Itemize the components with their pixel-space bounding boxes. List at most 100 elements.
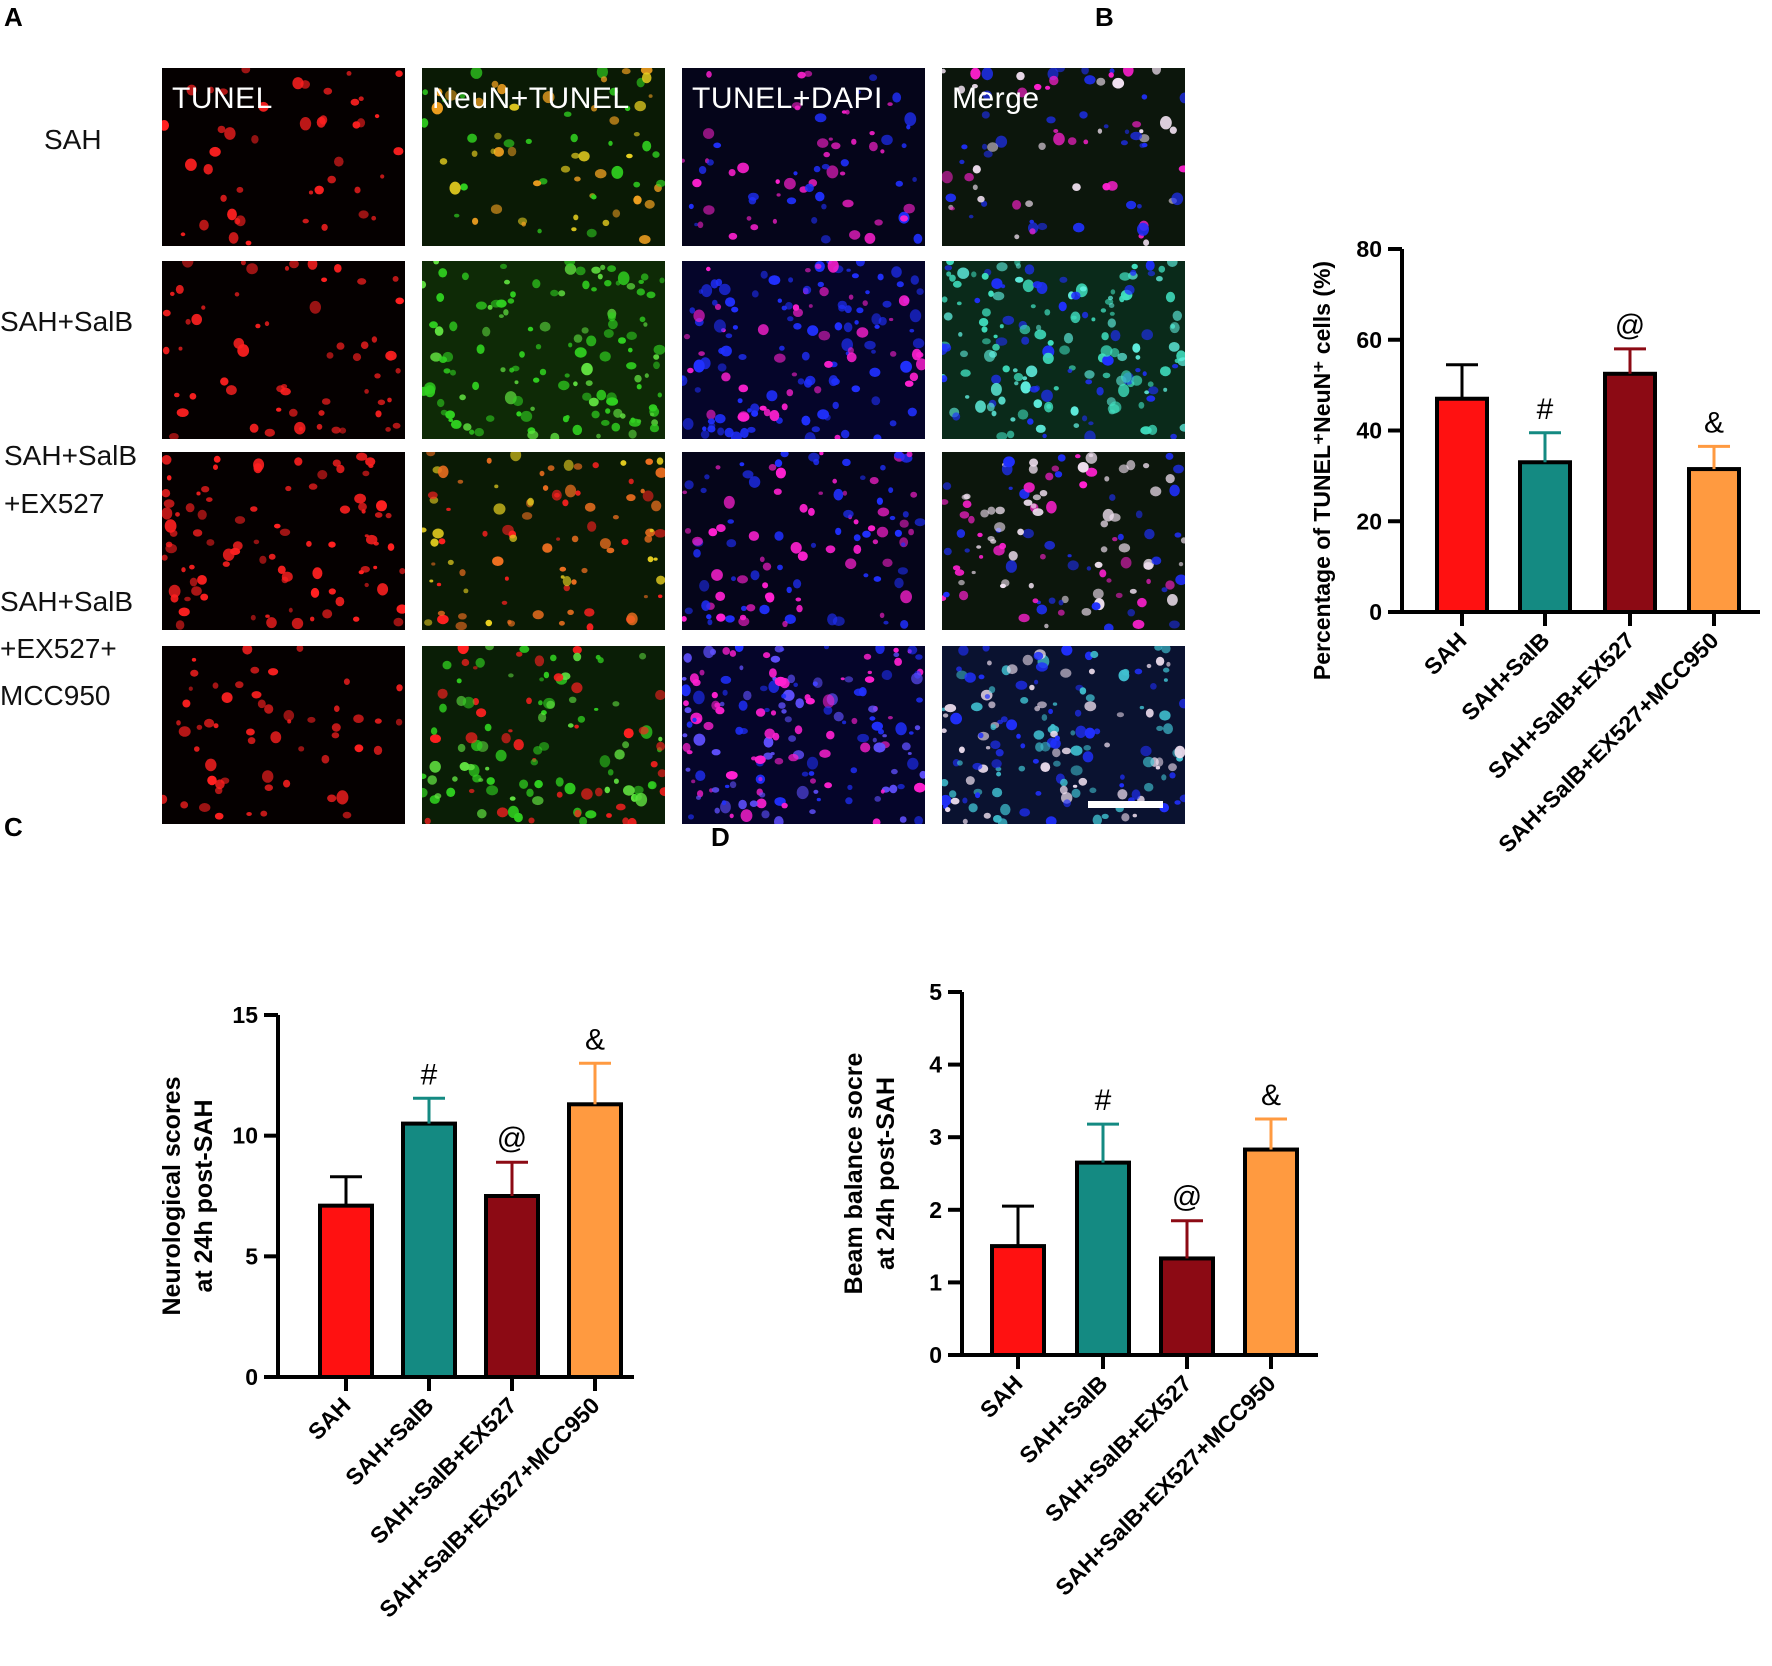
cell-mark — [170, 291, 175, 296]
cell-mark — [342, 811, 352, 819]
cell-mark — [1081, 68, 1089, 75]
cell-mark — [747, 192, 759, 201]
cell-mark — [710, 279, 719, 289]
cell-mark — [1083, 745, 1091, 751]
cell-mark — [998, 396, 1006, 405]
cell-mark — [460, 183, 468, 191]
cell-mark — [1084, 727, 1096, 739]
cell-mark — [571, 227, 577, 232]
cell-mark — [823, 151, 830, 158]
cell-mark — [512, 395, 524, 407]
cell-mark — [534, 655, 545, 667]
cell-mark — [457, 646, 469, 655]
cell-mark — [943, 312, 953, 321]
cell-mark — [539, 677, 544, 682]
cell-mark — [457, 479, 464, 484]
significance-label: # — [1537, 393, 1554, 426]
cell-mark — [1132, 121, 1142, 128]
cell-mark — [294, 457, 303, 466]
cell-mark — [834, 322, 843, 331]
cell-mark — [486, 777, 495, 785]
cell-mark — [1060, 778, 1068, 787]
cell-mark — [727, 519, 734, 524]
cell-mark — [826, 165, 839, 179]
cell-mark — [700, 430, 710, 439]
cell-mark — [510, 452, 522, 462]
cell-mark — [732, 325, 738, 330]
cell-mark — [1108, 72, 1114, 78]
cell-mark — [584, 502, 596, 512]
cell-mark — [189, 564, 195, 570]
cell-mark — [201, 486, 210, 493]
cell-mark — [687, 367, 694, 374]
cell-mark — [799, 503, 808, 513]
cell-mark — [431, 562, 436, 566]
cell-mark — [461, 272, 469, 281]
cell-mark — [641, 72, 652, 84]
cell-mark — [1055, 68, 1065, 73]
cell-mark — [232, 541, 243, 551]
cell-mark — [162, 309, 171, 317]
cell-mark — [835, 527, 842, 536]
cell-mark — [693, 690, 705, 705]
cell-mark — [683, 700, 689, 707]
cell-mark — [189, 393, 197, 400]
cell-mark — [205, 758, 217, 772]
cell-mark — [1100, 546, 1108, 553]
cell-mark — [1044, 623, 1049, 629]
cell-mark — [889, 515, 896, 521]
cell-mark — [864, 676, 875, 683]
cell-mark — [474, 428, 484, 437]
cell-mark — [1072, 784, 1078, 788]
cell-mark — [841, 110, 847, 114]
cell-mark — [500, 367, 506, 373]
cell-mark — [1071, 788, 1081, 798]
cell-mark — [850, 767, 858, 774]
cell-mark — [996, 262, 1008, 272]
cell-mark — [715, 465, 721, 470]
cell-mark — [1079, 481, 1088, 489]
cell-mark — [597, 273, 603, 280]
y-tick-label: 40 — [1356, 418, 1382, 444]
cell-mark — [693, 549, 701, 558]
cell-mark — [613, 408, 623, 418]
cell-mark — [430, 734, 441, 743]
cell-mark — [1169, 126, 1177, 134]
cell-mark — [399, 568, 405, 575]
cell-mark — [507, 146, 517, 157]
cell-mark — [591, 287, 597, 292]
cell-mark — [766, 390, 778, 402]
cell-mark — [751, 290, 759, 298]
cell-mark — [456, 678, 462, 684]
cell-mark — [1037, 701, 1047, 709]
cell-mark — [1101, 813, 1109, 819]
cell-mark — [371, 215, 377, 221]
cell-mark — [735, 726, 744, 735]
cell-mark — [770, 710, 777, 716]
cell-mark — [633, 785, 644, 795]
cell-mark — [327, 175, 336, 184]
cell-mark — [808, 771, 815, 776]
y-axis-label: Neurological scores — [158, 1077, 186, 1316]
category-label: SAH+SalB — [1014, 1370, 1112, 1468]
cell-mark — [742, 470, 754, 479]
cell-mark — [288, 607, 293, 613]
cell-mark — [960, 369, 971, 377]
cell-mark — [1140, 745, 1152, 757]
cell-mark — [626, 362, 637, 370]
cell-mark — [509, 534, 518, 542]
cell-mark — [821, 163, 830, 170]
cell-mark — [720, 345, 732, 357]
cell-mark — [1070, 406, 1079, 416]
cell-mark — [1174, 745, 1185, 759]
cell-mark — [470, 68, 483, 79]
cell-mark — [751, 756, 757, 761]
cell-mark — [794, 725, 803, 735]
cell-mark — [182, 261, 194, 268]
cell-mark — [737, 398, 743, 404]
cell-mark — [895, 722, 907, 736]
micrograph-cells — [422, 68, 665, 244]
cell-mark — [1092, 588, 1104, 599]
cell-mark — [741, 605, 747, 611]
cell-mark — [797, 71, 806, 79]
